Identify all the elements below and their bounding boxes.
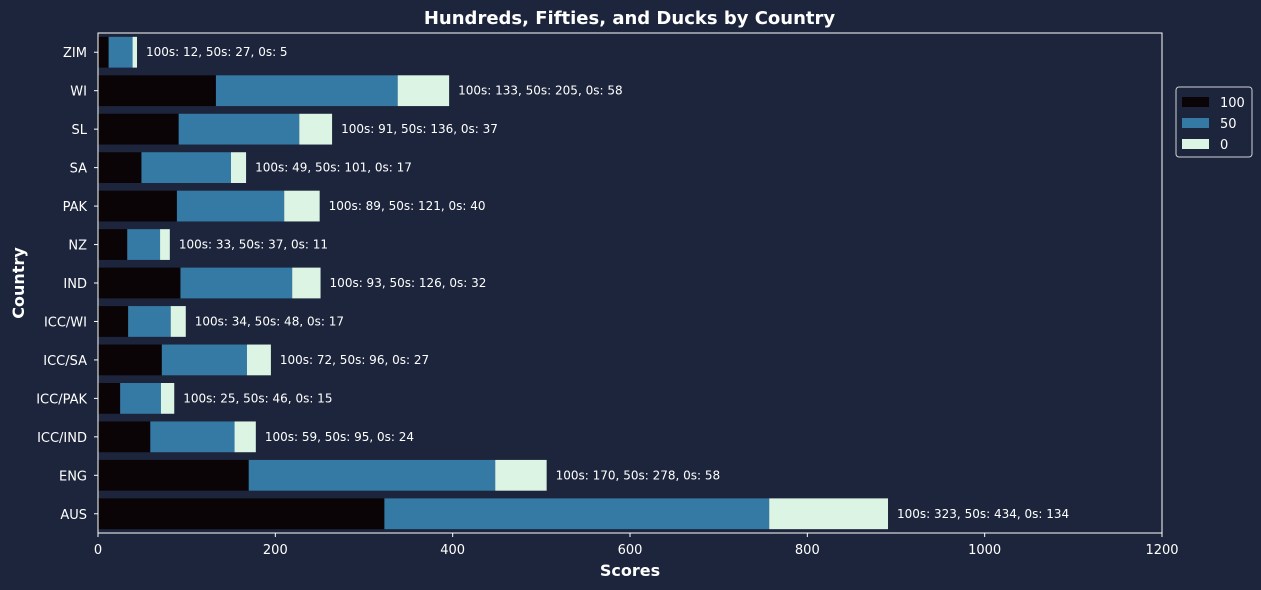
bar-pak-0 xyxy=(284,190,320,222)
y-axis: AUS ENG ICC/IND ICC/PAK ICC/SA ICC/WI IND NZ PAK… xyxy=(36,46,98,523)
bar-icc-ind-100 xyxy=(98,421,151,453)
bar-pak-50 xyxy=(176,190,285,222)
y-tick-label: ICC/SA xyxy=(43,354,87,369)
bar-zim-0 xyxy=(132,36,138,68)
y-tick-label: PAK xyxy=(63,200,88,215)
bar-eng-100 xyxy=(98,459,249,491)
legend-swatch-100 xyxy=(1182,97,1209,107)
bar-annotation: 100s: 25, 50s: 46, 0s: 15 xyxy=(183,391,332,405)
bar-nz-0 xyxy=(160,229,170,260)
x-axis-title: Scores xyxy=(600,561,660,580)
x-tick-label: 200 xyxy=(263,543,288,558)
x-tick-label: 400 xyxy=(440,543,465,558)
annotations-layer: 100s: 323, 50s: 434, 0s: 134 100s: 170, 5… xyxy=(146,45,1069,521)
y-tick-label: WI xyxy=(70,85,87,100)
bar-sa-0 xyxy=(231,152,247,183)
bar-annotation: 100s: 72, 50s: 96, 0s: 27 xyxy=(280,353,429,367)
bar-sa-100 xyxy=(98,152,142,183)
bar-icc-pak-0 xyxy=(160,383,175,414)
x-tick-label: 1200 xyxy=(1145,543,1178,558)
bar-eng-50 xyxy=(248,459,496,491)
bar-wi-100 xyxy=(98,75,216,107)
bar-ind-100 xyxy=(98,267,181,299)
bar-sl-0 xyxy=(299,113,333,145)
y-tick-label: ZIM xyxy=(63,46,87,61)
bar-icc-ind-0 xyxy=(234,421,256,453)
bar-icc-sa-0 xyxy=(246,344,271,376)
bar-nz-100 xyxy=(98,229,128,260)
legend-label-100: 100 xyxy=(1220,96,1245,111)
legend-label-50: 50 xyxy=(1220,117,1237,132)
bar-icc-wi-50 xyxy=(128,306,171,337)
legend-swatch-50 xyxy=(1182,118,1209,128)
bar-eng-0 xyxy=(495,459,547,491)
chart-title: Hundreds, Fifties, and Ducks by Country xyxy=(424,8,836,29)
bar-sl-100 xyxy=(98,113,179,145)
bar-pak-100 xyxy=(98,190,177,222)
bar-sa-50 xyxy=(141,152,231,183)
bar-annotation: 100s: 12, 50s: 27, 0s: 5 xyxy=(146,45,288,59)
bar-ind-0 xyxy=(292,267,321,299)
bar-icc-sa-100 xyxy=(98,344,162,376)
bar-icc-pak-50 xyxy=(120,383,161,414)
bar-annotation: 100s: 59, 50s: 95, 0s: 24 xyxy=(265,430,414,444)
y-tick-label: ENG xyxy=(59,469,87,484)
bar-zim-50 xyxy=(108,36,133,68)
bar-aus-100 xyxy=(98,498,385,530)
legend-label-0: 0 xyxy=(1220,138,1228,153)
legend-swatch-0 xyxy=(1182,139,1209,149)
bar-annotation: 100s: 33, 50s: 37, 0s: 11 xyxy=(179,238,328,252)
y-tick-label: IND xyxy=(63,277,87,292)
x-tick-label: 600 xyxy=(618,543,643,558)
bar-icc-pak-100 xyxy=(98,383,121,414)
bars-layer xyxy=(98,36,889,530)
bar-aus-50 xyxy=(384,498,770,530)
bar-icc-wi-0 xyxy=(170,306,186,337)
bar-zim-100 xyxy=(98,36,109,68)
y-tick-label: SL xyxy=(72,123,88,138)
y-tick-label: AUS xyxy=(60,508,87,523)
y-tick-label: NZ xyxy=(68,239,87,254)
x-tick-label: 1000 xyxy=(968,543,1001,558)
y-tick-label: SA xyxy=(70,162,87,177)
bar-annotation: 100s: 93, 50s: 126, 0s: 32 xyxy=(330,276,487,290)
y-tick-label: ICC/PAK xyxy=(36,392,87,407)
legend: 100 50 0 xyxy=(1175,86,1253,158)
bar-nz-50 xyxy=(127,229,161,260)
bar-annotation: 100s: 323, 50s: 434, 0s: 134 xyxy=(897,507,1069,521)
bar-annotation: 100s: 89, 50s: 121, 0s: 40 xyxy=(329,199,486,213)
bar-icc-wi-100 xyxy=(98,306,129,337)
bar-aus-0 xyxy=(769,498,889,530)
y-tick-label: ICC/IND xyxy=(37,431,87,446)
bar-sl-50 xyxy=(178,113,300,145)
x-axis: 0 200 400 600 800 1000 1200 xyxy=(94,533,1179,558)
bar-annotation: 100s: 133, 50s: 205, 0s: 58 xyxy=(458,84,622,98)
bar-wi-50 xyxy=(215,75,398,107)
y-tick-label: ICC/WI xyxy=(44,315,87,330)
bar-icc-ind-50 xyxy=(150,421,235,453)
x-tick-label: 800 xyxy=(795,543,820,558)
bar-ind-50 xyxy=(180,267,293,299)
x-tick-label: 0 xyxy=(94,543,102,558)
bar-annotation: 100s: 91, 50s: 136, 0s: 37 xyxy=(341,122,498,136)
bar-annotation: 100s: 49, 50s: 101, 0s: 17 xyxy=(255,161,412,175)
bar-icc-sa-50 xyxy=(161,344,247,376)
bar-wi-0 xyxy=(397,75,450,107)
bar-annotation: 100s: 34, 50s: 48, 0s: 17 xyxy=(195,314,344,328)
y-axis-title: Country xyxy=(9,247,28,319)
bar-annotation: 100s: 170, 50s: 278, 0s: 58 xyxy=(556,468,720,482)
